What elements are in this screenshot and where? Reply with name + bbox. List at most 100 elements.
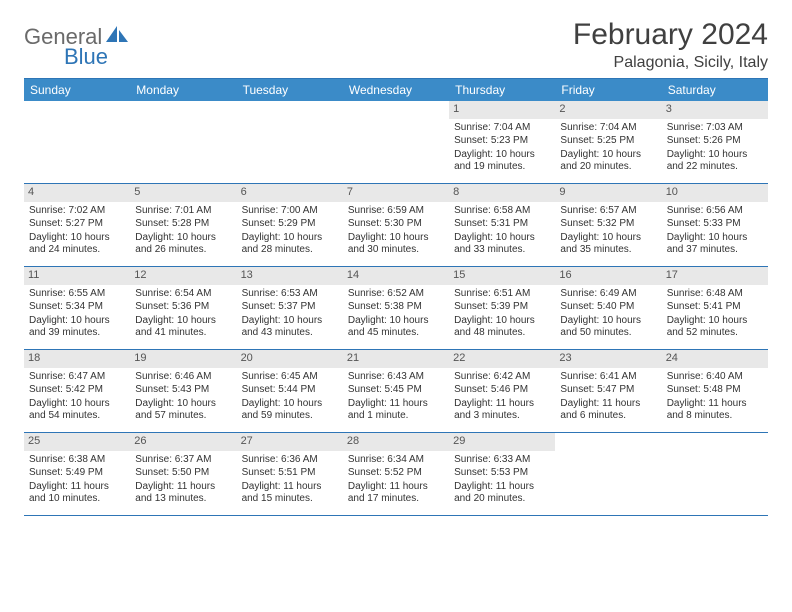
sunset-line: Sunset: 5:31 PM bbox=[454, 218, 550, 231]
day-number: 5 bbox=[130, 184, 236, 202]
brand-logo: General Blue bbox=[24, 18, 132, 50]
sunrise-line: Sunrise: 6:53 AM bbox=[242, 288, 338, 301]
day-number: 4 bbox=[24, 184, 130, 202]
sunrise-line: Sunrise: 6:40 AM bbox=[667, 371, 763, 384]
calendar-cell: 22Sunrise: 6:42 AMSunset: 5:46 PMDayligh… bbox=[449, 350, 555, 432]
calendar-week: 25 Sunrise: 6:38 AMSunset: 5:49 PM Dayligh… bbox=[24, 433, 768, 516]
sunrise-line: Sunrise: 6:52 AM bbox=[348, 288, 444, 301]
day-number: 2 bbox=[555, 101, 661, 119]
calendar-cell: 25Sunrise: 6:38 AMSunset: 5:49 PMDayligh… bbox=[24, 433, 130, 515]
sunrise-line: Sunrise: 6:56 AM bbox=[667, 205, 763, 218]
daylight-line: Daylight: 10 hours and 43 minutes. bbox=[242, 315, 338, 340]
daylight-line: Daylight: 10 hours and 24 minutes. bbox=[29, 232, 125, 257]
day-number: 12 bbox=[130, 267, 236, 285]
daylight-line: Daylight: 10 hours and 39 minutes. bbox=[29, 315, 125, 340]
daylight-line: Daylight: 10 hours and 48 minutes. bbox=[454, 315, 550, 340]
calendar-cell-empty bbox=[555, 433, 661, 515]
daylight-line: Daylight: 10 hours and 59 minutes. bbox=[242, 398, 338, 423]
sunrise-line: Sunrise: 6:51 AM bbox=[454, 288, 550, 301]
day-number: 20 bbox=[237, 350, 343, 368]
daylight-line: Daylight: 10 hours and 41 minutes. bbox=[135, 315, 231, 340]
calendar-cell: 10Sunrise: 6:56 AMSunset: 5:33 PMDayligh… bbox=[662, 184, 768, 266]
day-number: 25 bbox=[24, 433, 130, 451]
daylight-line: Daylight: 11 hours and 15 minutes. bbox=[242, 481, 338, 506]
dow-label: Monday bbox=[130, 79, 236, 101]
sunrise-line: Sunrise: 6:46 AM bbox=[135, 371, 231, 384]
sunset-line: Sunset: 5:27 PM bbox=[29, 218, 125, 231]
sunrise-line: Sunrise: 7:01 AM bbox=[135, 205, 231, 218]
daylight-line: Daylight: 11 hours and 20 minutes. bbox=[454, 481, 550, 506]
sunset-line: Sunset: 5:29 PM bbox=[242, 218, 338, 231]
dow-label: Thursday bbox=[449, 79, 555, 101]
calendar-cell: 4Sunrise: 7:02 AMSunset: 5:27 PMDaylight… bbox=[24, 184, 130, 266]
calendar-cell: 23Sunrise: 6:41 AMSunset: 5:47 PMDayligh… bbox=[555, 350, 661, 432]
calendar-cell: 19Sunrise: 6:46 AMSunset: 5:43 PMDayligh… bbox=[130, 350, 236, 432]
day-number: 24 bbox=[662, 350, 768, 368]
calendar-cell: 8Sunrise: 6:58 AMSunset: 5:31 PMDaylight… bbox=[449, 184, 555, 266]
calendar-cell-empty bbox=[130, 101, 236, 183]
day-number: 19 bbox=[130, 350, 236, 368]
daylight-line: Daylight: 10 hours and 22 minutes. bbox=[667, 149, 763, 174]
dow-label: Sunday bbox=[24, 79, 130, 101]
calendar-cell: 11Sunrise: 6:55 AMSunset: 5:34 PMDayligh… bbox=[24, 267, 130, 349]
day-number: 21 bbox=[343, 350, 449, 368]
sunset-line: Sunset: 5:25 PM bbox=[560, 135, 656, 148]
daylight-line: Daylight: 11 hours and 6 minutes. bbox=[560, 398, 656, 423]
sunset-line: Sunset: 5:42 PM bbox=[29, 384, 125, 397]
calendar-cell-empty bbox=[237, 101, 343, 183]
sunset-line: Sunset: 5:49 PM bbox=[29, 467, 125, 480]
sunset-line: Sunset: 5:45 PM bbox=[348, 384, 444, 397]
day-number: 7 bbox=[343, 184, 449, 202]
sunset-line: Sunset: 5:50 PM bbox=[135, 467, 231, 480]
dow-label: Friday bbox=[555, 79, 661, 101]
sunrise-line: Sunrise: 6:33 AM bbox=[454, 454, 550, 467]
day-number: 29 bbox=[449, 433, 555, 451]
daylight-line: Daylight: 10 hours and 35 minutes. bbox=[560, 232, 656, 257]
day-number: 16 bbox=[555, 267, 661, 285]
calendar-cell: 9Sunrise: 6:57 AMSunset: 5:32 PMDaylight… bbox=[555, 184, 661, 266]
brand-part2: Blue bbox=[64, 44, 108, 70]
daylight-line: Daylight: 10 hours and 45 minutes. bbox=[348, 315, 444, 340]
sunset-line: Sunset: 5:52 PM bbox=[348, 467, 444, 480]
sunrise-line: Sunrise: 6:41 AM bbox=[560, 371, 656, 384]
daylight-line: Daylight: 10 hours and 30 minutes. bbox=[348, 232, 444, 257]
calendar-cell: 29 Sunrise: 6:33 AMSunset: 5:53 PMDayligh… bbox=[449, 433, 555, 515]
sunset-line: Sunset: 5:33 PM bbox=[667, 218, 763, 231]
calendar-week: 1Sunrise: 7:04 AMSunset: 5:23 PMDaylight… bbox=[24, 101, 768, 184]
calendar-week: 11Sunrise: 6:55 AMSunset: 5:34 PMDayligh… bbox=[24, 267, 768, 350]
calendar-cell: 1Sunrise: 7:04 AMSunset: 5:23 PMDaylight… bbox=[449, 101, 555, 183]
day-number: 14 bbox=[343, 267, 449, 285]
sunset-line: Sunset: 5:34 PM bbox=[29, 301, 125, 314]
daylight-line: Daylight: 10 hours and 50 minutes. bbox=[560, 315, 656, 340]
daylight-line: Daylight: 10 hours and 20 minutes. bbox=[560, 149, 656, 174]
calendar-cell-empty bbox=[662, 433, 768, 515]
sunset-line: Sunset: 5:41 PM bbox=[667, 301, 763, 314]
calendar-cell: 16Sunrise: 6:49 AMSunset: 5:40 PMDayligh… bbox=[555, 267, 661, 349]
daylight-line: Daylight: 10 hours and 19 minutes. bbox=[454, 149, 550, 174]
daylight-line: Daylight: 11 hours and 3 minutes. bbox=[454, 398, 550, 423]
sunset-line: Sunset: 5:28 PM bbox=[135, 218, 231, 231]
sunset-line: Sunset: 5:26 PM bbox=[667, 135, 763, 148]
day-number: 18 bbox=[24, 350, 130, 368]
calendar-cell: 7Sunrise: 6:59 AMSunset: 5:30 PMDaylight… bbox=[343, 184, 449, 266]
calendar-cell: 26Sunrise: 6:37 AMSunset: 5:50 PMDayligh… bbox=[130, 433, 236, 515]
calendar-cell: 15Sunrise: 6:51 AMSunset: 5:39 PMDayligh… bbox=[449, 267, 555, 349]
sunset-line: Sunset: 5:53 PM bbox=[454, 467, 550, 480]
daylight-line: Daylight: 11 hours and 1 minute. bbox=[348, 398, 444, 423]
sunrise-line: Sunrise: 6:38 AM bbox=[29, 454, 125, 467]
sunset-line: Sunset: 5:38 PM bbox=[348, 301, 444, 314]
sunrise-line: Sunrise: 6:47 AM bbox=[29, 371, 125, 384]
daylight-line: Daylight: 11 hours and 17 minutes. bbox=[348, 481, 444, 506]
calendar-cell: 12Sunrise: 6:54 AMSunset: 5:36 PMDayligh… bbox=[130, 267, 236, 349]
title-block: February 2024 Palagonia, Sicily, Italy bbox=[573, 18, 768, 72]
daylight-line: Daylight: 10 hours and 28 minutes. bbox=[242, 232, 338, 257]
sunrise-line: Sunrise: 6:34 AM bbox=[348, 454, 444, 467]
calendar-week: 4Sunrise: 7:02 AMSunset: 5:27 PMDaylight… bbox=[24, 184, 768, 267]
sunrise-line: Sunrise: 7:04 AM bbox=[560, 122, 656, 135]
day-number: 23 bbox=[555, 350, 661, 368]
day-number: 6 bbox=[237, 184, 343, 202]
sunset-line: Sunset: 5:44 PM bbox=[242, 384, 338, 397]
calendar-cell-empty bbox=[343, 101, 449, 183]
sunrise-line: Sunrise: 6:57 AM bbox=[560, 205, 656, 218]
daylight-line: Daylight: 10 hours and 33 minutes. bbox=[454, 232, 550, 257]
